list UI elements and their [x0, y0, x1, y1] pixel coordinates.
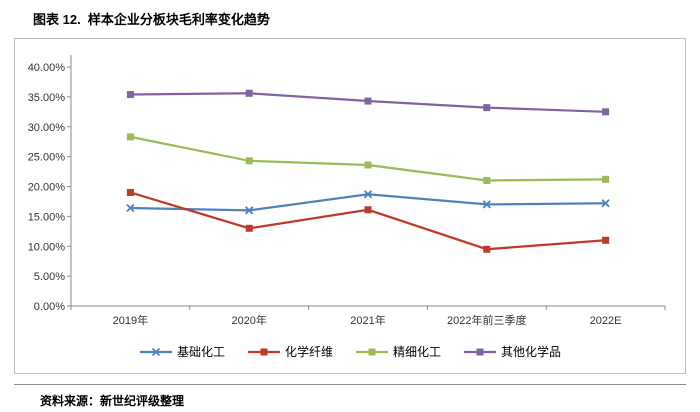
y-axis-tick-label: 20.00% — [28, 182, 66, 194]
x-axis-label: 2022年前三季度 — [447, 313, 526, 327]
legend-marker-icon — [464, 348, 497, 355]
x-marker-icon — [601, 199, 610, 208]
y-axis-tick-label: 10.00% — [28, 241, 66, 253]
square-marker-icon — [260, 348, 268, 355]
x-axis-label: 2019年 — [113, 313, 148, 327]
square-marker-icon — [364, 206, 372, 214]
x-marker-icon — [151, 347, 161, 356]
figure-title: 图表 12. 样本企业分板块毛利率变化趋势 — [33, 12, 270, 27]
x-axis-label: 2020年 — [231, 313, 266, 327]
y-axis-tick-label: 25.00% — [28, 152, 66, 164]
legend-label: 基础化工 — [176, 345, 225, 359]
x-axis-label: 2022E — [590, 315, 622, 327]
legend-item: 其他化学品 — [463, 343, 561, 360]
y-axis-tick-label: 40.00% — [28, 62, 66, 74]
chart-svg: 0.00% 5.00% 10.00% 15.00% 20.00% 25.00% 30.00%… — [28, 55, 666, 327]
chart-legend: 基础化工 化学纤维 精细化工 其他化学品 — [15, 343, 685, 360]
square-marker-icon — [245, 224, 253, 232]
square-marker-icon — [476, 348, 484, 355]
square-marker-icon — [483, 245, 491, 253]
square-marker-icon — [126, 133, 134, 141]
series-line-3 — [130, 135, 606, 182]
x-marker-icon — [126, 203, 135, 213]
legend-label: 其他化学品 — [501, 345, 562, 359]
legend-marker-icon — [356, 348, 388, 355]
source-note: 资料来源：新世纪评级整理 — [40, 394, 185, 408]
x-marker-icon — [482, 200, 491, 209]
y-axis-tick-label: 5.00% — [34, 271, 65, 283]
y-axis-tick-label: 15.00% — [28, 211, 66, 223]
source-divider: 资料来源：新世纪评级整理 — [14, 384, 686, 409]
square-marker-icon — [245, 157, 253, 165]
legend-item: 精细化工 — [355, 343, 441, 360]
square-marker-icon — [602, 236, 610, 244]
x-marker-icon — [363, 190, 373, 199]
legend-marker-icon — [139, 347, 172, 356]
square-marker-icon — [602, 175, 610, 183]
legend-item: 基础化工 — [139, 343, 225, 360]
square-marker-icon — [126, 90, 134, 98]
square-marker-icon — [364, 161, 372, 169]
x-marker-icon — [245, 206, 254, 215]
legend-label: 化学纤维 — [284, 345, 333, 359]
square-marker-icon — [245, 89, 253, 97]
y-axis-tick-label: 0.00% — [34, 301, 65, 313]
square-marker-icon — [602, 108, 610, 116]
y-axis-tick-label: 30.00% — [28, 122, 66, 134]
square-marker-icon — [364, 97, 372, 105]
legend-item: 化学纤维 — [247, 343, 333, 360]
y-axis-tick-label: 35.00% — [28, 92, 66, 104]
square-marker-icon — [483, 104, 491, 112]
legend-marker-icon — [247, 348, 280, 355]
chart-panel: 0.00% 5.00% 10.00% 15.00% 20.00% 25.00% 30.00%… — [14, 38, 686, 374]
x-axis-label: 2021年 — [350, 313, 385, 327]
square-marker-icon — [126, 188, 134, 196]
series-line-2 — [130, 191, 606, 251]
square-marker-icon — [368, 348, 376, 355]
legend-label: 精细化工 — [393, 345, 442, 359]
square-marker-icon — [483, 177, 491, 185]
